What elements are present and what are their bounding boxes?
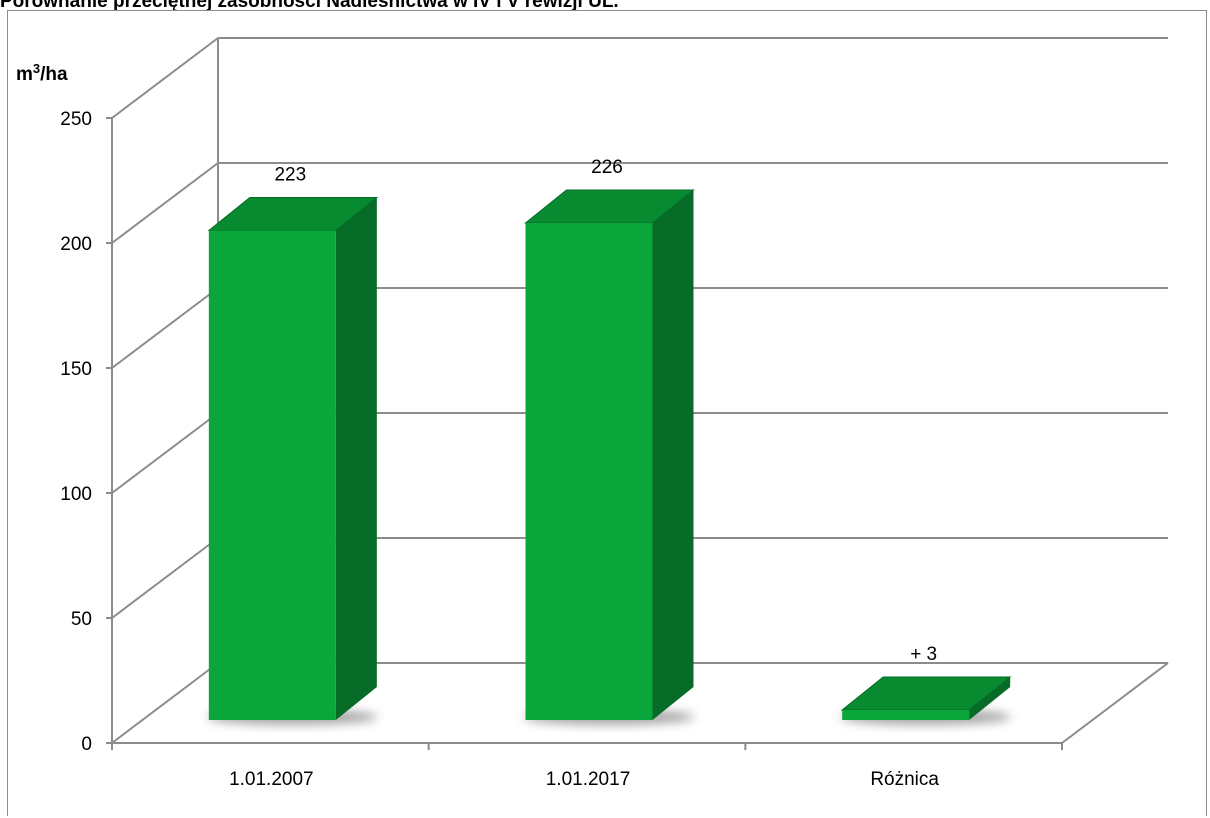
- bar-side-2: [969, 677, 1011, 720]
- side-gridline-100: [111, 412, 219, 494]
- y-axis-unit: m3/ha: [16, 61, 68, 85]
- chart-frame: [7, 10, 1207, 816]
- data-label-2: + 3: [910, 644, 937, 665]
- bar-side-1: [652, 190, 694, 720]
- y-tick-label-200: 200: [60, 234, 92, 255]
- category-label-2: Różnica: [870, 769, 939, 790]
- floor-right-edge: [1061, 662, 1169, 744]
- side-gridline-250: [111, 37, 219, 119]
- bar-0: [208, 230, 336, 720]
- data-label-0: 223: [274, 165, 306, 186]
- bar-2: [842, 710, 970, 720]
- side-gridline-200: [111, 162, 219, 244]
- bar-side-0: [335, 197, 377, 720]
- y-tick-label-0: 0: [81, 734, 92, 755]
- side-gridline-0: [111, 662, 219, 744]
- y-tick-label-50: 50: [71, 609, 92, 630]
- side-gridline-50: [111, 537, 219, 619]
- side-gridline-150: [111, 287, 219, 369]
- y-tick-label-150: 150: [60, 359, 92, 380]
- bar-1: [525, 223, 653, 720]
- y-tick-label-100: 100: [60, 484, 92, 505]
- chart-title: Porównanie przeciętnej zasobności Nadleś…: [0, 0, 619, 12]
- category-label-1: 1.01.2017: [546, 769, 631, 790]
- y-tick-label-250: 250: [60, 109, 92, 130]
- category-label-0: 1.01.2007: [229, 769, 314, 790]
- data-label-1: 226: [591, 157, 623, 178]
